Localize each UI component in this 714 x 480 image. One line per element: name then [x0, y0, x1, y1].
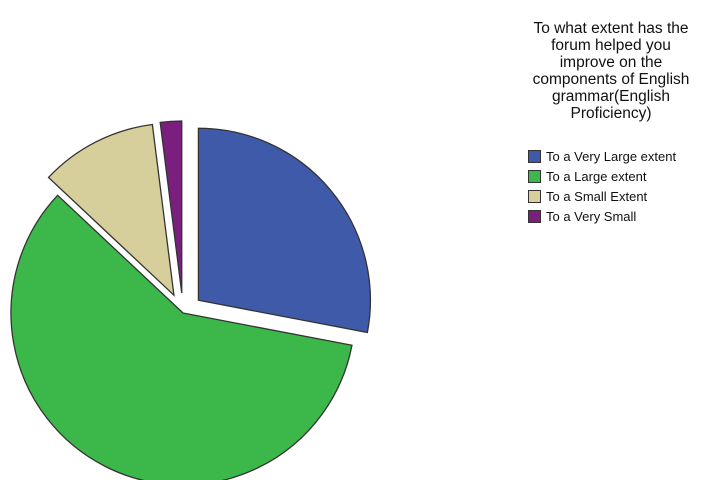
legend-swatch: [528, 169, 541, 183]
legend-item: To a Very Large extent: [528, 146, 676, 166]
legend-swatch: [528, 149, 541, 163]
legend-title-line: To what extent has the: [533, 20, 689, 37]
legend-label: To a Very Small: [546, 208, 637, 224]
legend-title-line: forum helped you: [551, 37, 671, 54]
legend-title-line: Proficiency): [570, 105, 652, 122]
pie-slice: [47, 123, 175, 297]
pie-slice: [159, 120, 183, 294]
legend-swatch: [528, 189, 541, 203]
legend-item: To a Large extent: [528, 166, 676, 186]
legend: To a Very Large extent To a Large extent…: [528, 146, 676, 226]
legend-title-line: improve on the: [559, 54, 663, 71]
legend-swatch: [528, 209, 541, 223]
pie-slice: [10, 194, 353, 480]
legend-label: To a Small Extent: [546, 188, 648, 204]
legend-item: To a Very Small: [528, 206, 676, 226]
legend-label: To a Very Large extent: [546, 148, 677, 164]
legend-title: To what extent has the forum helped you …: [508, 20, 714, 122]
legend-label: To a Large extent: [546, 168, 647, 184]
legend-title-line: components of English: [532, 71, 690, 88]
legend-title-line: grammar(English: [551, 88, 670, 105]
legend-item: To a Small Extent: [528, 186, 676, 206]
pie-slice: [197, 127, 372, 334]
